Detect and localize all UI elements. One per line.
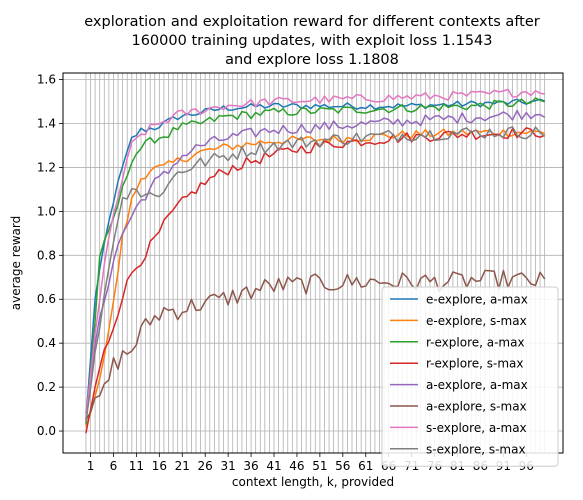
series-line (85, 127, 545, 434)
legend-box (381, 286, 559, 467)
x-tick-label: 51 (312, 459, 327, 473)
legend-label: a-explore, s-max (426, 400, 527, 414)
chart-title-line-1: exploration and exploitation reward for … (84, 14, 540, 30)
chart-title-line-2: 160000 training updates, with exploit lo… (131, 33, 492, 49)
legend-label: e-explore, s-max (426, 314, 527, 328)
legend-label: r-explore, a-max (426, 335, 525, 349)
legend-label: r-explore, s-max (426, 357, 523, 371)
x-tick-label: 6 (110, 459, 118, 473)
x-tick-label: 46 (289, 459, 304, 473)
x-axis-label: context length, k, provided (232, 475, 394, 489)
plot-frame (62, 72, 564, 454)
chart-title-line-3: and explore loss 1.1808 (225, 52, 399, 68)
x-tick-label: 11 (129, 459, 144, 473)
y-tick-label: 0.6 (37, 292, 56, 306)
legend-label: s-explore, a-max (426, 421, 527, 435)
y-tick-label: 0.8 (37, 248, 56, 262)
series-line (85, 109, 546, 414)
x-tick-label: 36 (243, 459, 258, 473)
series-line (85, 98, 545, 421)
x-axis-ticks: 16111621263136414651566166717681869196 (87, 453, 534, 473)
x-tick-label: 26 (198, 459, 213, 473)
series-line (85, 126, 546, 423)
x-tick-label: 21 (175, 459, 190, 473)
chart-title: exploration and exploitation reward for … (84, 14, 540, 68)
series-line (85, 88, 545, 421)
y-tick-label: 0.2 (37, 380, 56, 394)
legend-label: e-explore, a-max (426, 293, 528, 307)
y-axis-ticks: 0.0 0.2 0.4 0.6 0.8 1.0 1.2 1.4 1.6 (37, 73, 63, 438)
y-tick-label: 1.4 (37, 117, 56, 131)
x-tick-label: 61 (358, 459, 373, 473)
x-tick-label: 56 (335, 459, 350, 473)
data-series (85, 88, 546, 434)
y-tick-label: 0.0 (37, 424, 56, 438)
x-tick-label: 16 (152, 459, 167, 473)
legend-label: a-explore, a-max (426, 378, 528, 392)
y-axis-label: average reward (9, 216, 23, 311)
legend-label: s-explore, s-max (426, 442, 526, 456)
y-tick-label: 1.2 (37, 160, 56, 174)
y-tick-label: 0.4 (37, 336, 56, 350)
x-tick-label: 41 (266, 459, 281, 473)
y-tick-label: 1.6 (37, 73, 56, 87)
series-line (85, 269, 546, 421)
series-line (85, 97, 545, 425)
y-tick-label: 1.0 (37, 204, 56, 218)
x-tick-label: 1 (87, 459, 95, 473)
legend: e-explore, a-max e-explore, s-max r-explor… (381, 286, 559, 467)
x-tick-label: 31 (220, 459, 235, 473)
